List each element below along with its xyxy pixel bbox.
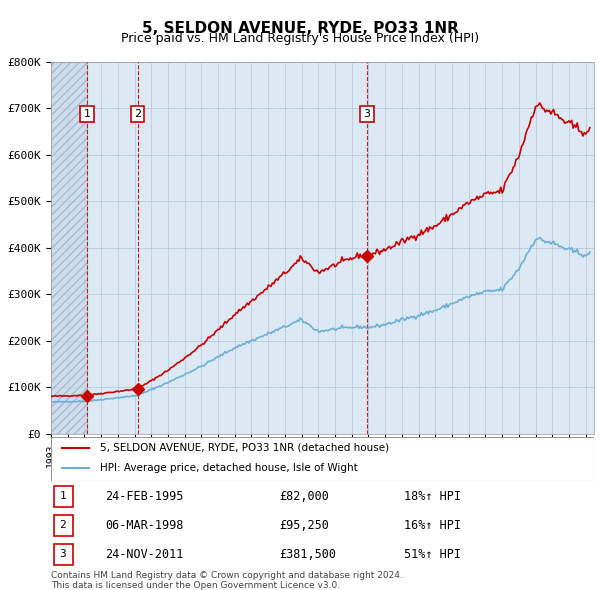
Text: 06-MAR-1998: 06-MAR-1998 (106, 519, 184, 532)
Text: 2: 2 (59, 520, 67, 530)
Text: This data is licensed under the Open Government Licence v3.0.: This data is licensed under the Open Gov… (51, 581, 340, 589)
Text: 18%↑ HPI: 18%↑ HPI (404, 490, 461, 503)
FancyBboxPatch shape (51, 437, 594, 481)
Text: 16%↑ HPI: 16%↑ HPI (404, 519, 461, 532)
Text: 5, SELDON AVENUE, RYDE, PO33 1NR (detached house): 5, SELDON AVENUE, RYDE, PO33 1NR (detach… (100, 442, 389, 453)
Text: 24-NOV-2011: 24-NOV-2011 (106, 548, 184, 560)
Text: Price paid vs. HM Land Registry's House Price Index (HPI): Price paid vs. HM Land Registry's House … (121, 32, 479, 45)
Text: 24-FEB-1995: 24-FEB-1995 (106, 490, 184, 503)
Text: 51%↑ HPI: 51%↑ HPI (404, 548, 461, 560)
Text: £95,250: £95,250 (279, 519, 329, 532)
Text: 1: 1 (83, 109, 91, 119)
Text: 3: 3 (59, 549, 67, 559)
Text: Contains HM Land Registry data © Crown copyright and database right 2024.: Contains HM Land Registry data © Crown c… (51, 571, 403, 580)
Text: HPI: Average price, detached house, Isle of Wight: HPI: Average price, detached house, Isle… (100, 464, 358, 473)
Text: 3: 3 (363, 109, 370, 119)
FancyBboxPatch shape (54, 486, 73, 507)
Text: £82,000: £82,000 (279, 490, 329, 503)
Text: 2: 2 (134, 109, 141, 119)
FancyBboxPatch shape (54, 544, 73, 565)
Text: £381,500: £381,500 (279, 548, 336, 560)
Bar (51, 62, 87, 434)
Bar (51, 62, 87, 434)
Text: 5, SELDON AVENUE, RYDE, PO33 1NR: 5, SELDON AVENUE, RYDE, PO33 1NR (142, 21, 458, 35)
FancyBboxPatch shape (54, 515, 73, 536)
Text: 1: 1 (59, 491, 67, 501)
